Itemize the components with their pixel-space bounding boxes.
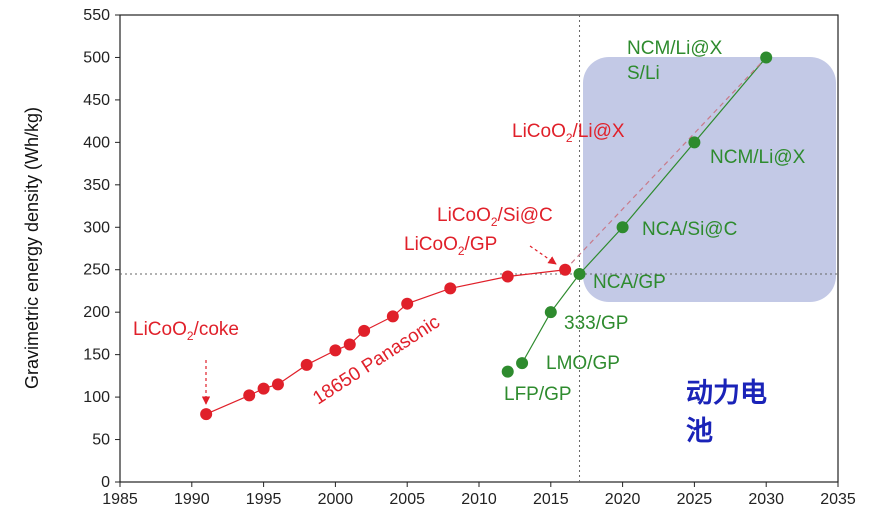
label-lfp-gp: LFP/GP [504, 384, 572, 405]
data-point-18650 [343, 338, 356, 351]
x-tick-label: 1995 [246, 491, 282, 508]
label-licoo2-si-c: LiCoO2/Si@C [437, 205, 553, 229]
x-tick-label: 1990 [174, 491, 210, 508]
data-point-18650 [243, 389, 256, 402]
label-18650-panasonic: 18650 Panasonic [309, 312, 444, 410]
y-tick-label: 450 [83, 92, 110, 109]
data-point-ev [501, 365, 514, 378]
data-point-18650 [257, 382, 270, 395]
data-point-ev [544, 306, 557, 319]
label-ncm-li-x-2030: NCM/Li@X [627, 38, 723, 59]
x-tick-label: 2025 [677, 491, 713, 508]
x-tick-label: 1985 [102, 491, 138, 508]
label-nca-si-c: NCA/Si@C [642, 219, 737, 240]
data-point-ev [516, 357, 529, 370]
data-point-18650 [386, 310, 399, 323]
y-tick-label: 50 [92, 432, 110, 449]
power-battery-region [583, 57, 836, 302]
region-label-line2: 池 [686, 416, 713, 447]
data-point-ev [688, 136, 701, 149]
label-s-li: S/Li [627, 63, 660, 84]
y-tick-label: 250 [83, 262, 110, 279]
data-point-ev [616, 221, 629, 234]
label-licoo2-li-x: LiCoO2/Li@X [512, 121, 625, 145]
data-point-18650 [300, 358, 313, 371]
gp-arrow [529, 245, 557, 265]
data-point-ev [573, 267, 586, 280]
label-333-gp: 333/GP [564, 313, 628, 334]
data-point-18650 [559, 263, 572, 276]
data-point-18650 [501, 270, 514, 283]
data-point-18650 [444, 282, 457, 295]
y-tick-label: 300 [83, 219, 110, 236]
y-tick-label: 200 [83, 304, 110, 321]
data-points [200, 51, 773, 421]
label-licoo2-gp: LiCoO2/GP [404, 234, 497, 258]
projection-line-licoo2 [564, 57, 767, 271]
label-ncm-li-x-2025: NCM/Li@X [710, 147, 806, 168]
y-tick-label: 0 [101, 474, 110, 491]
y-axis-label: Gravimetric energy density (Wh/kg) [22, 107, 42, 389]
x-tick-label: 2010 [461, 491, 497, 508]
y-tick-label: 350 [83, 177, 110, 194]
data-point-18650 [401, 297, 414, 310]
x-tick-label: 2015 [533, 491, 569, 508]
x-axis-ticks: 1985 1990 1995 2000 2005 2010 2015 2020 2025 2030… [102, 482, 856, 508]
x-tick-label: 2020 [605, 491, 641, 508]
data-point-18650 [271, 378, 284, 391]
label-lmo-gp: LMO/GP [546, 353, 620, 374]
x-tick-label: 2005 [389, 491, 425, 508]
x-tick-label: 2035 [820, 491, 856, 508]
series-line-ev [521, 57, 767, 364]
data-point-ev [760, 51, 773, 64]
x-tick-label: 2030 [748, 491, 784, 508]
y-axis-ticks: 0 50 100 150 200 250 300 350 400 450 500 550 [83, 7, 120, 491]
data-point-18650 [200, 408, 213, 421]
data-point-18650 [329, 344, 342, 357]
label-nca-gp: NCA/GP [593, 272, 666, 293]
label-licoo2-coke: LiCoO2/coke [133, 319, 239, 343]
data-point-18650 [358, 324, 371, 337]
y-tick-label: 150 [83, 347, 110, 364]
region-label: 动力电 [686, 378, 767, 409]
x-tick-label: 2000 [318, 491, 354, 508]
y-tick-label: 500 [83, 49, 110, 66]
y-tick-label: 550 [83, 7, 110, 24]
y-tick-label: 400 [83, 134, 110, 151]
y-tick-label: 100 [83, 389, 110, 406]
